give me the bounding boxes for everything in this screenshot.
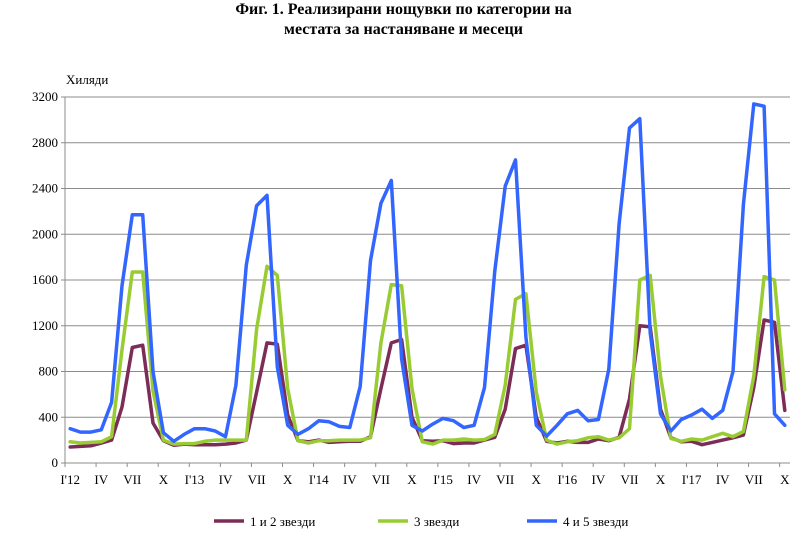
- x-tick-label: VII: [745, 472, 763, 487]
- axes: [64, 97, 790, 464]
- x-tick-label: IV: [343, 472, 357, 487]
- x-tick-label: I'14: [309, 472, 329, 487]
- x-tick-label: I'16: [557, 472, 577, 487]
- x-tick-label: VII: [620, 472, 638, 487]
- x-tick-label: IV: [219, 472, 233, 487]
- legend-label: 3 звезди: [414, 514, 459, 529]
- y-tick-label: 3200: [32, 89, 58, 104]
- x-tick-labels: I'12 IV VII X I'13 IV VII X I'14 IV VII X I'15 IV VII X…: [60, 463, 790, 487]
- x-tick-label: I'15: [433, 472, 453, 487]
- series-line-3: [68, 102, 787, 444]
- x-tick-label: I'12: [60, 472, 80, 487]
- x-tick-label: X: [159, 472, 169, 487]
- series-line-2: [68, 264, 787, 446]
- gridlines: [61, 96, 790, 464]
- x-tick-label: I'13: [185, 472, 205, 487]
- y-tick-label: 800: [39, 364, 59, 379]
- y-tick-labels: 0 400 800 1200 1600 2000 2400 2800 3200: [32, 89, 58, 470]
- x-tick-label: IV: [467, 472, 481, 487]
- y-axis-label: Хиляди: [66, 72, 108, 87]
- x-tick-label: X: [283, 472, 293, 487]
- x-tick-label: X: [656, 472, 666, 487]
- y-tick-label: 2000: [32, 226, 58, 241]
- y-tick-label: 1600: [32, 272, 58, 287]
- legend-label: 1 и 2 звезди: [250, 514, 315, 529]
- x-tick-label: VII: [496, 472, 514, 487]
- y-tick-label: 400: [39, 409, 59, 424]
- x-tick-label: VII: [123, 472, 141, 487]
- legend-label: 4 и 5 звезди: [563, 514, 628, 529]
- chart-subtitle: местата за настаняване и месеци: [284, 21, 523, 38]
- x-tick-label: IV: [716, 472, 730, 487]
- x-tick-label: IV: [94, 472, 108, 487]
- x-tick-label: IV: [592, 472, 606, 487]
- y-tick-label: 2400: [32, 181, 58, 196]
- x-tick-label: VII: [372, 472, 390, 487]
- chart-title: Фиг. 1. Реализирани нощувки по категории…: [235, 1, 572, 18]
- x-tick-label: X: [780, 472, 790, 487]
- x-tick-label: I'17: [682, 472, 702, 487]
- x-tick-label: VII: [248, 472, 266, 487]
- x-tick-label: X: [532, 472, 542, 487]
- x-tick-label: X: [407, 472, 417, 487]
- y-tick-label: 1200: [32, 318, 58, 333]
- y-tick-label: 0: [52, 455, 59, 470]
- y-tick-label: 2800: [32, 135, 58, 150]
- series-lines: [68, 102, 787, 449]
- legend: 1 и 2 звезди 3 звезди 4 и 5 звезди: [214, 514, 628, 529]
- chart-title-block: Фиг. 1. Реализирани нощувки по категории…: [0, 0, 807, 40]
